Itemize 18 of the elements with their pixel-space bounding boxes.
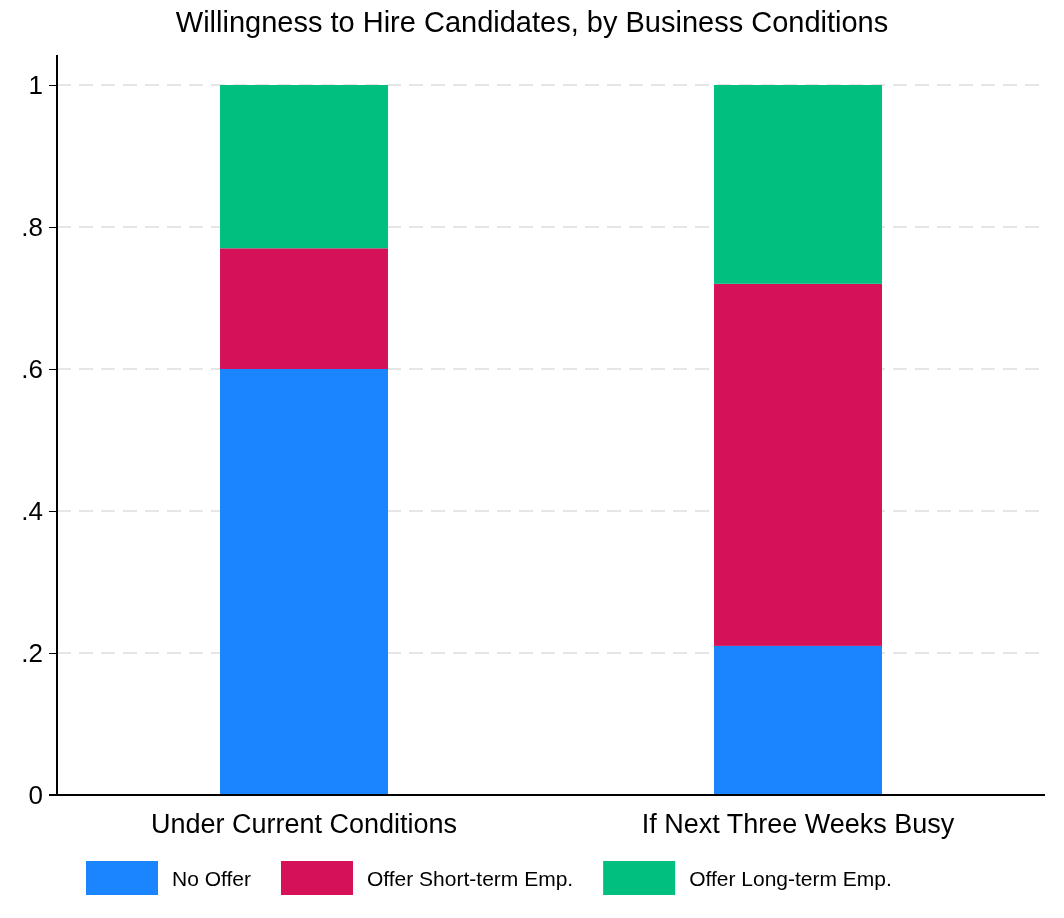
bar — [220, 248, 388, 369]
bar — [220, 85, 388, 249]
y-tick-label: 1 — [28, 69, 43, 100]
bar — [714, 645, 882, 795]
x-tick-label: Under Current Conditions — [150, 809, 458, 840]
legend-label: Offer Short-term Emp. — [366, 867, 574, 890]
bar — [220, 369, 388, 795]
legend-label: Offer Long-term Emp. — [689, 867, 892, 890]
legend-label: No Offer — [172, 867, 251, 890]
y-tick-label: .8 — [21, 211, 43, 242]
bar — [714, 283, 882, 646]
y-tick-label: .4 — [21, 495, 43, 526]
y-tick-label: .2 — [21, 637, 43, 668]
y-tick-label: .6 — [21, 353, 43, 384]
y-tick-label: 0 — [28, 779, 43, 810]
chart-title: Willingness to Hire Candidates, by Business Conditions — [175, 6, 889, 38]
x-tick-label: If Next Three Weeks Busy — [641, 809, 955, 840]
bar — [714, 85, 882, 284]
